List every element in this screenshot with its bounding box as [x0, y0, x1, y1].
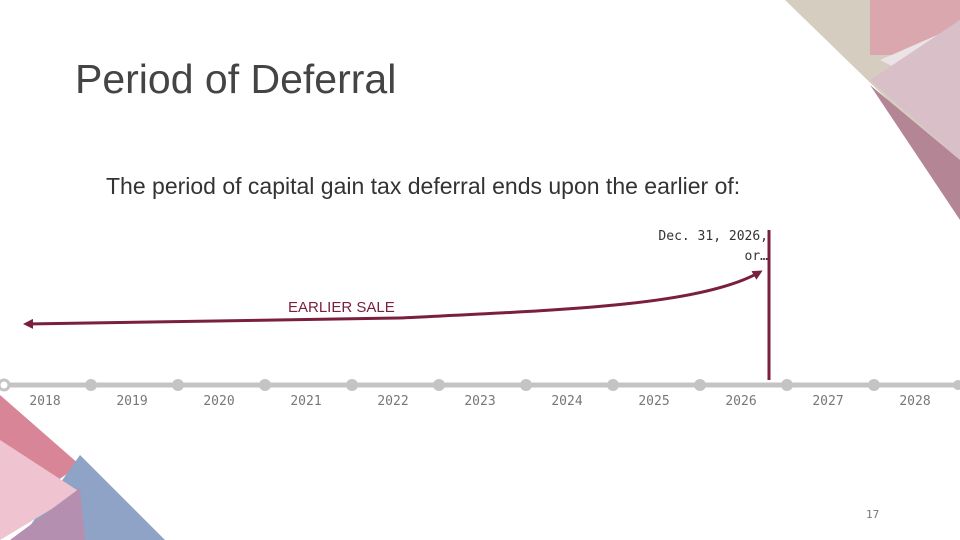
timeline-dot-2019	[85, 379, 97, 391]
page-number: 17	[866, 508, 880, 521]
timeline-dot-2028	[868, 379, 880, 391]
timeline-dot-2018	[0, 378, 11, 392]
year-label-2023: 2023	[464, 394, 496, 409]
year-label-2028: 2028	[899, 394, 931, 409]
timeline-dot-2020	[172, 379, 184, 391]
year-label-2018: 2018	[29, 394, 61, 409]
deco-triangle-mauve-light	[870, 20, 960, 160]
timeline-dots	[0, 378, 960, 392]
deco-triangle-lightpink-bl	[0, 440, 80, 540]
timeline-dot-2021	[259, 379, 271, 391]
timeline-dot-2026	[694, 379, 706, 391]
earlier-sale-label: EARLIER SALE	[288, 299, 395, 316]
slide-subtitle: The period of capital gain tax deferral …	[106, 173, 741, 199]
timeline-dot-2024	[520, 379, 532, 391]
deadline-note: Dec. 31, 2026, or…	[640, 227, 768, 267]
year-label-2022: 2022	[377, 394, 409, 409]
timeline-dot-2023	[433, 379, 445, 391]
earlier-sale-arrow	[23, 316, 401, 329]
timeline-dot-end	[953, 380, 960, 390]
timeline-dot-2027	[781, 379, 793, 391]
deadline-note-line1: Dec. 31, 2026,	[658, 229, 768, 244]
year-label-2021: 2021	[290, 394, 322, 409]
slide-title: Period of Deferral	[75, 56, 397, 102]
deadline-note-line2: or…	[744, 249, 768, 264]
deco-triangle-mauve	[870, 85, 960, 220]
year-label-2026: 2026	[725, 394, 757, 409]
timeline-dot-2022	[346, 379, 358, 391]
year-label-2024: 2024	[551, 394, 583, 409]
year-label-2020: 2020	[203, 394, 235, 409]
timeline-dot-2025	[607, 379, 619, 391]
year-label-2025: 2025	[638, 394, 670, 409]
deco-triangle-purple-bl	[10, 488, 85, 540]
year-label-2019: 2019	[116, 394, 148, 409]
curved-arrow-to-deadline	[399, 270, 763, 320]
year-label-2027: 2027	[812, 394, 844, 409]
